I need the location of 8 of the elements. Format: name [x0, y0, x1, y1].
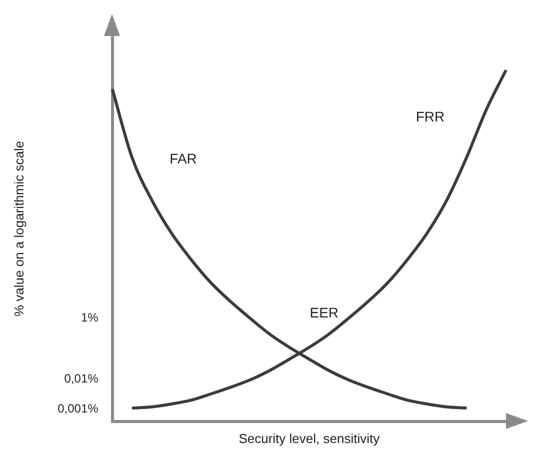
y-tick-label: 1%	[80, 310, 99, 325]
text: FAR	[170, 150, 197, 167]
y-tick-label: 0,001%	[58, 402, 99, 416]
y-tick-label: 0,01%	[64, 371, 99, 386]
x-axis-title: Security level, sensitivity	[238, 430, 380, 446]
y-axis-title: % value on a logarithmic scale	[11, 140, 26, 316]
annotation: EER	[310, 304, 339, 320]
text: FRR	[416, 108, 445, 124]
